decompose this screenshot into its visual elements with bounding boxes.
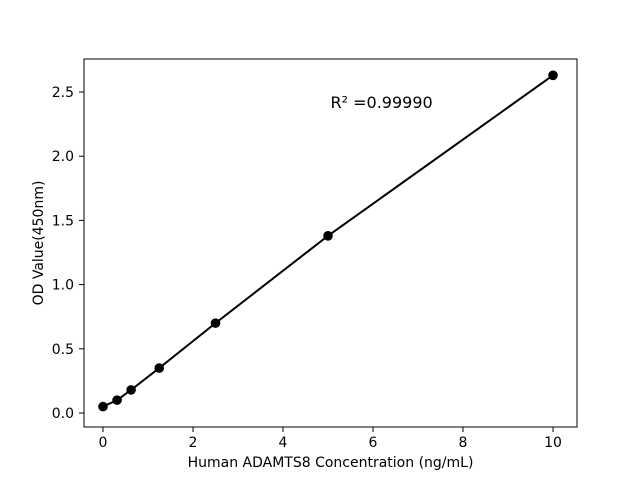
- y-tick-label: 1.5: [52, 213, 74, 229]
- y-tick-label: 2.5: [52, 85, 74, 101]
- y-tick-label: 0.5: [52, 342, 74, 358]
- data-point: [323, 231, 333, 241]
- axes-frame: [83, 58, 578, 428]
- data-point: [548, 70, 558, 81]
- y-axis-label: OD Value(450nm): [31, 181, 47, 306]
- x-axis-label: Human ADAMTS8 Concentration (ng/mL): [188, 455, 474, 471]
- data-point: [154, 363, 165, 373]
- x-tick-label: 2: [189, 435, 198, 451]
- x-tick-label: 6: [369, 435, 378, 451]
- x-tick-label: 0: [99, 435, 108, 451]
- data-point: [210, 318, 221, 328]
- x-tick-label: 8: [459, 435, 468, 451]
- data-point: [126, 385, 136, 395]
- y-tick-label: 2.0: [52, 149, 74, 165]
- y-tick-label: 0.0: [52, 406, 74, 422]
- axis-ticks-group: 0 2 4 6 8 10 0.0 0.5 1.0 1.5 2.0 2.5: [52, 85, 562, 451]
- x-tick-label: 4: [279, 435, 288, 451]
- x-tick-label: 10: [544, 435, 562, 451]
- data-point: [98, 401, 108, 412]
- y-tick-label: 1.0: [52, 278, 74, 294]
- data-point: [112, 395, 122, 405]
- r-squared-annotation: R² =0.99990: [331, 93, 433, 112]
- data-series-group: [98, 70, 558, 412]
